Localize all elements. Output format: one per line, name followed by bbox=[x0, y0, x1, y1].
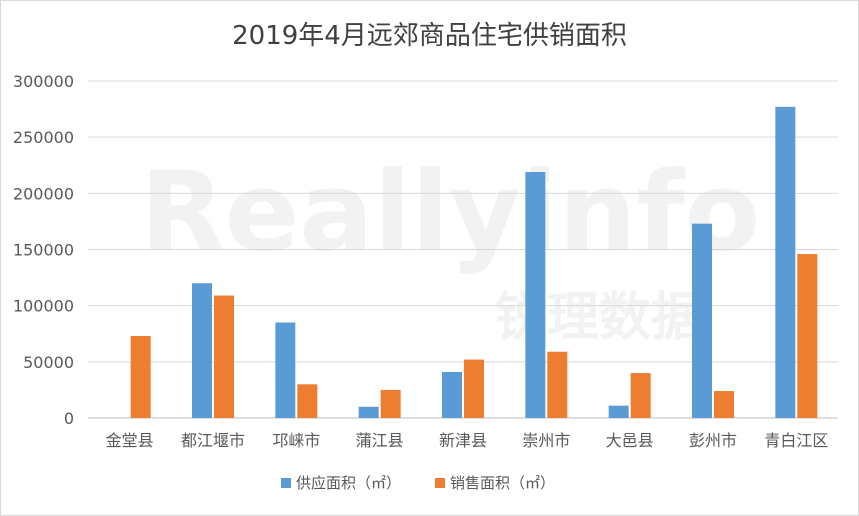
bar-supply bbox=[775, 106, 796, 418]
y-tick-label: 0 bbox=[64, 409, 74, 428]
y-tick-label: 50000 bbox=[23, 353, 74, 372]
x-tick-label: 崇州市 bbox=[522, 431, 570, 450]
legend-swatch bbox=[281, 478, 291, 488]
bar-supply bbox=[692, 223, 712, 418]
bar-sales bbox=[797, 253, 818, 418]
legend-label: 销售面积（㎡） bbox=[450, 474, 555, 492]
y-tick-label: 200000 bbox=[13, 184, 74, 203]
x-tick-label: 青白江区 bbox=[764, 431, 828, 450]
x-tick-label: 彭州市 bbox=[689, 431, 737, 450]
x-tick-label: 蒲江县 bbox=[356, 431, 404, 450]
x-tick-label: 邛崃市 bbox=[272, 431, 320, 450]
bar-sales bbox=[380, 389, 401, 418]
x-tick-label: 大邑县 bbox=[606, 431, 654, 450]
bar-sales bbox=[714, 391, 734, 418]
bar-supply bbox=[608, 405, 629, 418]
legend-swatch bbox=[435, 478, 445, 488]
bars bbox=[130, 106, 818, 418]
y-axis: 0 50000 100000 150000 200000 250000 300000 bbox=[13, 72, 74, 428]
bar-sales bbox=[464, 359, 484, 418]
bar-sales bbox=[130, 335, 151, 418]
x-tick-label: 金堂县 bbox=[106, 431, 154, 450]
bar-supply bbox=[358, 406, 379, 418]
watermark-latin: Reallyinfo bbox=[140, 148, 760, 276]
bar-supply bbox=[525, 171, 546, 418]
y-tick-label: 250000 bbox=[13, 128, 74, 147]
y-tick-label: 150000 bbox=[13, 241, 74, 260]
x-tick-label: 都江堰市 bbox=[181, 431, 245, 450]
bar-sales bbox=[297, 384, 318, 418]
legend: 供应面积（㎡） 销售面积（㎡） bbox=[281, 474, 555, 492]
chart-title: 2019年4月远郊商品住宅供销面积 bbox=[232, 21, 627, 51]
y-tick-label: 100000 bbox=[13, 297, 74, 316]
gridlines bbox=[88, 80, 838, 419]
y-tick-label: 300000 bbox=[13, 72, 74, 91]
legend-label: 供应面积（㎡） bbox=[296, 474, 401, 492]
x-axis: 金堂县 都江堰市 邛崃市 蒲江县 新津县 崇州市 大邑县 彭州市 青白江区 bbox=[106, 431, 829, 450]
bar-supply bbox=[275, 322, 296, 418]
bar-sales bbox=[547, 351, 568, 418]
bar-sales bbox=[214, 295, 234, 418]
x-tick-label: 新津县 bbox=[439, 431, 487, 450]
bar-supply bbox=[192, 283, 212, 418]
bar-sales bbox=[630, 373, 651, 418]
bar-supply bbox=[442, 371, 462, 418]
